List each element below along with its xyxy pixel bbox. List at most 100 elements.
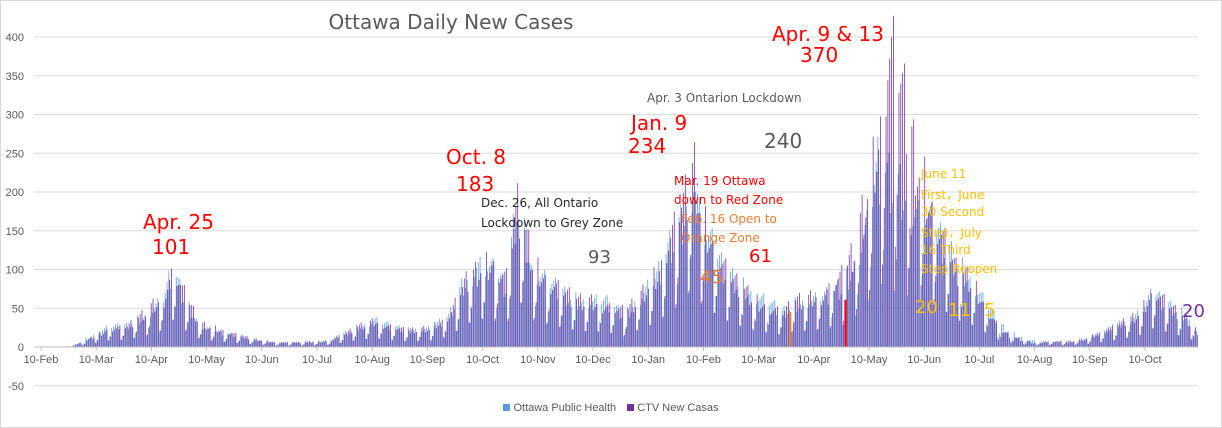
bar-ottawa [1021, 336, 1022, 347]
bar-ctv [528, 229, 530, 347]
bar-ottawa [361, 326, 363, 347]
bar-ottawa [1166, 323, 1168, 347]
bar-ottawa [641, 299, 643, 347]
bar-ottawa [396, 325, 398, 347]
bar-ctv [498, 282, 500, 347]
bar-ctv [1049, 345, 1051, 347]
bar-ctv [1115, 335, 1117, 347]
bar-ottawa [350, 331, 352, 347]
bar-ctv [953, 258, 955, 347]
bar-ottawa [733, 293, 735, 347]
bar-ottawa [881, 284, 882, 347]
bar-ottawa [507, 320, 509, 347]
bar-ctv [309, 341, 310, 347]
bar-ottawa [1194, 330, 1196, 347]
bar-ctv [900, 83, 902, 347]
bar-ottawa [144, 315, 146, 347]
bar-ctv [375, 323, 377, 347]
bar-ctv [403, 326, 404, 347]
bar-ottawa [378, 337, 380, 347]
bar-ctv [679, 222, 681, 347]
bar-ottawa [991, 309, 993, 347]
bar-ctv [1055, 341, 1056, 347]
bar-ottawa [457, 319, 459, 347]
bar-ctv [670, 237, 671, 347]
bar-ctv [156, 307, 158, 347]
bar-ctv [1099, 332, 1101, 347]
bar-ctv [762, 306, 764, 347]
bar-ottawa [671, 263, 673, 347]
bar-ottawa [1122, 324, 1124, 347]
bar-ottawa [231, 332, 232, 347]
bar-ottawa [142, 318, 144, 347]
bar-ctv [1189, 325, 1191, 347]
bar-ctv [1095, 335, 1097, 347]
bar-ottawa [1010, 341, 1011, 347]
bar-ottawa [964, 285, 965, 347]
bar-ottawa [601, 303, 603, 347]
bar-ottawa [1139, 334, 1140, 347]
bar-ctv [649, 324, 651, 347]
bar-ctv [279, 343, 281, 347]
bar-ottawa [929, 209, 930, 347]
y-tick-label: 350 [6, 71, 24, 83]
bar-ctv [1196, 334, 1198, 347]
bar-ottawa [1135, 314, 1137, 347]
bar-ottawa [649, 324, 650, 347]
bar-ottawa [1013, 332, 1015, 347]
bar-ctv [686, 219, 688, 347]
bar-ottawa [616, 305, 617, 347]
bar-ctv [1176, 318, 1178, 347]
bar-ottawa [153, 308, 155, 347]
bar-ctv [876, 171, 878, 347]
bar-ottawa [938, 227, 940, 347]
bar-ottawa [1026, 340, 1028, 347]
bar-ottawa [514, 243, 516, 347]
bar-ctv [992, 318, 994, 347]
bar-ctv [158, 302, 159, 347]
bar-ctv [841, 264, 843, 347]
bar-ottawa [282, 341, 284, 347]
y-tick-label: 250 [6, 148, 24, 160]
bar-ctv [1104, 333, 1106, 347]
bar-ottawa [264, 343, 265, 347]
bar-ottawa [441, 326, 442, 347]
bar-ottawa [803, 331, 805, 347]
bar-ctv [660, 259, 662, 347]
bar-ottawa [732, 268, 733, 347]
bar-ottawa [757, 301, 759, 347]
bar-ottawa [310, 341, 312, 347]
bar-ctv [506, 268, 508, 347]
bar-ctv [285, 342, 287, 347]
bar-ctv [692, 163, 694, 347]
legend-label-ottawa: Ottawa Public Health [513, 402, 617, 414]
bar-ottawa [269, 341, 271, 347]
bar-ctv [1082, 340, 1084, 347]
bar-ctv [1051, 344, 1053, 347]
bar-ottawa [290, 344, 291, 347]
bar-ottawa [857, 294, 859, 347]
bar-ottawa [960, 303, 962, 347]
bar-ottawa [1063, 344, 1065, 347]
bar-ctv [996, 320, 997, 347]
bar-ottawa [553, 280, 555, 347]
x-tick-label: 10-Aug [1017, 354, 1052, 366]
bar-ottawa [897, 173, 899, 347]
bar-ottawa [83, 343, 85, 347]
bar-ctv [526, 229, 528, 347]
bar-ctv [88, 339, 89, 347]
bar-ctv [832, 312, 834, 347]
bar-ottawa [781, 310, 783, 347]
x-tick-label: 10-Jul [964, 354, 994, 366]
bar-ottawa [1104, 330, 1105, 347]
bar-ottawa [229, 332, 231, 347]
bar-ctv [998, 339, 999, 347]
bar-ctv [974, 312, 975, 347]
bar-ottawa [695, 191, 696, 347]
bar-ottawa [92, 334, 94, 347]
y-tick-label: 100 [6, 265, 24, 277]
bar-ctv [320, 342, 322, 347]
legend-item-ottawa: Ottawa Public Health [503, 402, 616, 414]
y-tick-label: 150 [6, 226, 24, 238]
bar-ctv [480, 273, 482, 347]
